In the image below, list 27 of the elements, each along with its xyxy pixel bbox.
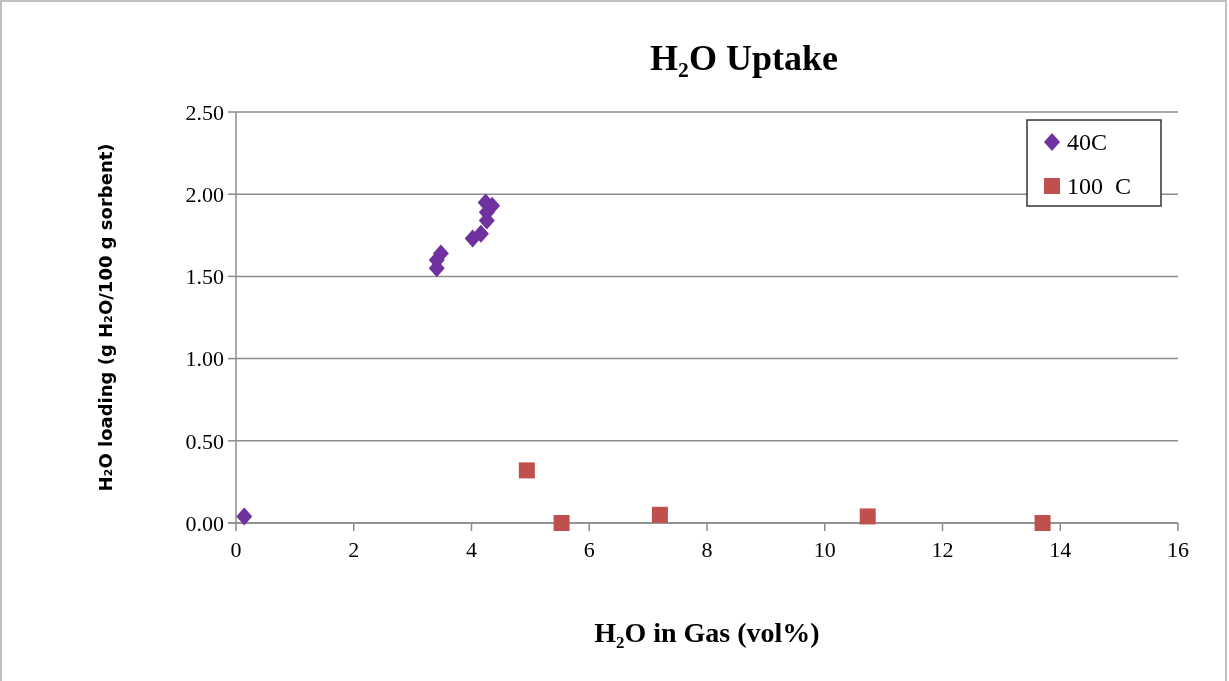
- x-tick-label: 6: [583, 537, 595, 562]
- y-tick-label: 0.50: [185, 428, 224, 454]
- y-tick-label: 1.00: [185, 346, 224, 372]
- point: [518, 462, 535, 479]
- x-tick-label: 4: [466, 537, 477, 562]
- x-tick-label: 0: [230, 537, 242, 562]
- legend-label: 100 C: [1067, 173, 1132, 200]
- x-axis-title: H₂O in Gas (vol%): [594, 617, 820, 648]
- x-tick-label: 2: [348, 537, 360, 562]
- x-tick-label: 12: [931, 537, 954, 562]
- point: [472, 224, 489, 243]
- point: [236, 507, 253, 526]
- point: [1034, 515, 1051, 531]
- point: [651, 506, 668, 523]
- x-tick-label: 16: [1167, 537, 1189, 562]
- point: [859, 508, 876, 525]
- x-tick-label: 14: [1049, 537, 1072, 562]
- x-tick-label: 10: [813, 537, 836, 562]
- chart-title: H₂O Uptake: [650, 38, 838, 78]
- x-tick-label: 8: [701, 537, 713, 562]
- y-tick-label: 2.50: [185, 99, 224, 125]
- y-tick-label: 1.50: [185, 264, 224, 290]
- point: [553, 515, 570, 531]
- legend-label: 40C: [1067, 129, 1108, 156]
- y-tick-label: 0.00: [185, 510, 224, 536]
- y-tick-label: 2.00: [185, 181, 224, 207]
- y-axis-title: H₂O loading (g H₂O/100 g sorbent): [95, 143, 116, 492]
